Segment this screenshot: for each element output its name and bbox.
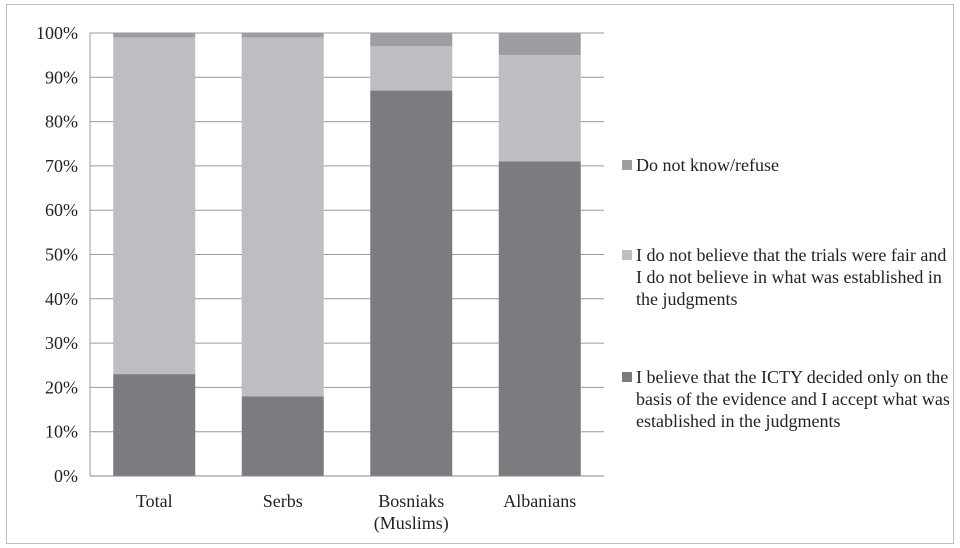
legend-swatch-1 [622, 250, 632, 260]
bars [113, 33, 581, 476]
y-tick-label: 80% [45, 112, 78, 132]
x-tick-label: Bosniaks (Muslims) [374, 491, 449, 534]
bar-3-series-0 [498, 161, 581, 476]
bar-3-series-2 [498, 33, 581, 56]
y-tick-label: 100% [36, 23, 78, 43]
y-tick-label: 60% [45, 200, 78, 220]
legend-label-1: I do not believe that the trials were fa… [636, 245, 947, 309]
bar-2-series-1 [370, 46, 453, 91]
x-tick-label: Albanians [503, 491, 576, 511]
bar-2-series-2 [370, 33, 453, 47]
bar-0-series-1 [113, 37, 196, 375]
legend-swatch-0 [622, 372, 632, 382]
bar-0-series-2 [113, 33, 196, 38]
y-tick-label: 70% [45, 156, 78, 176]
y-tick-label: 0% [54, 466, 78, 486]
y-tick-label: 10% [45, 422, 78, 442]
bar-2-series-0 [370, 90, 453, 476]
legend-swatch-2 [622, 160, 632, 170]
x-tick-label: Total [136, 491, 173, 511]
bar-3-series-1 [498, 55, 581, 162]
legend-item-0: I believe that the ICTY decided only on … [622, 366, 952, 432]
legend-label-2: Do not know/refuse [636, 155, 779, 175]
y-tick-label: 20% [45, 377, 78, 397]
legend-item-1: I do not believe that the trials were fa… [622, 244, 952, 310]
bar-0-series-0 [113, 374, 196, 476]
y-axis: 0% 10% 20% 30% 40% 50% 60% 70% 80% 90% 100% [36, 23, 91, 486]
y-tick-label: 50% [45, 245, 78, 265]
legend-item-2: Do not know/refuse [622, 154, 952, 176]
bar-1-series-0 [241, 396, 324, 476]
y-tick-label: 90% [45, 67, 78, 87]
legend-label-0: I believe that the ICTY decided only on … [636, 367, 950, 431]
y-tick-label: 40% [45, 289, 78, 309]
bar-1-series-1 [241, 37, 324, 397]
x-axis: Total Serbs Bosniaks (Muslims) Albanians [90, 475, 604, 534]
bar-1-series-2 [241, 33, 324, 38]
y-tick-label: 30% [45, 333, 78, 353]
x-tick-label: Serbs [263, 491, 303, 511]
